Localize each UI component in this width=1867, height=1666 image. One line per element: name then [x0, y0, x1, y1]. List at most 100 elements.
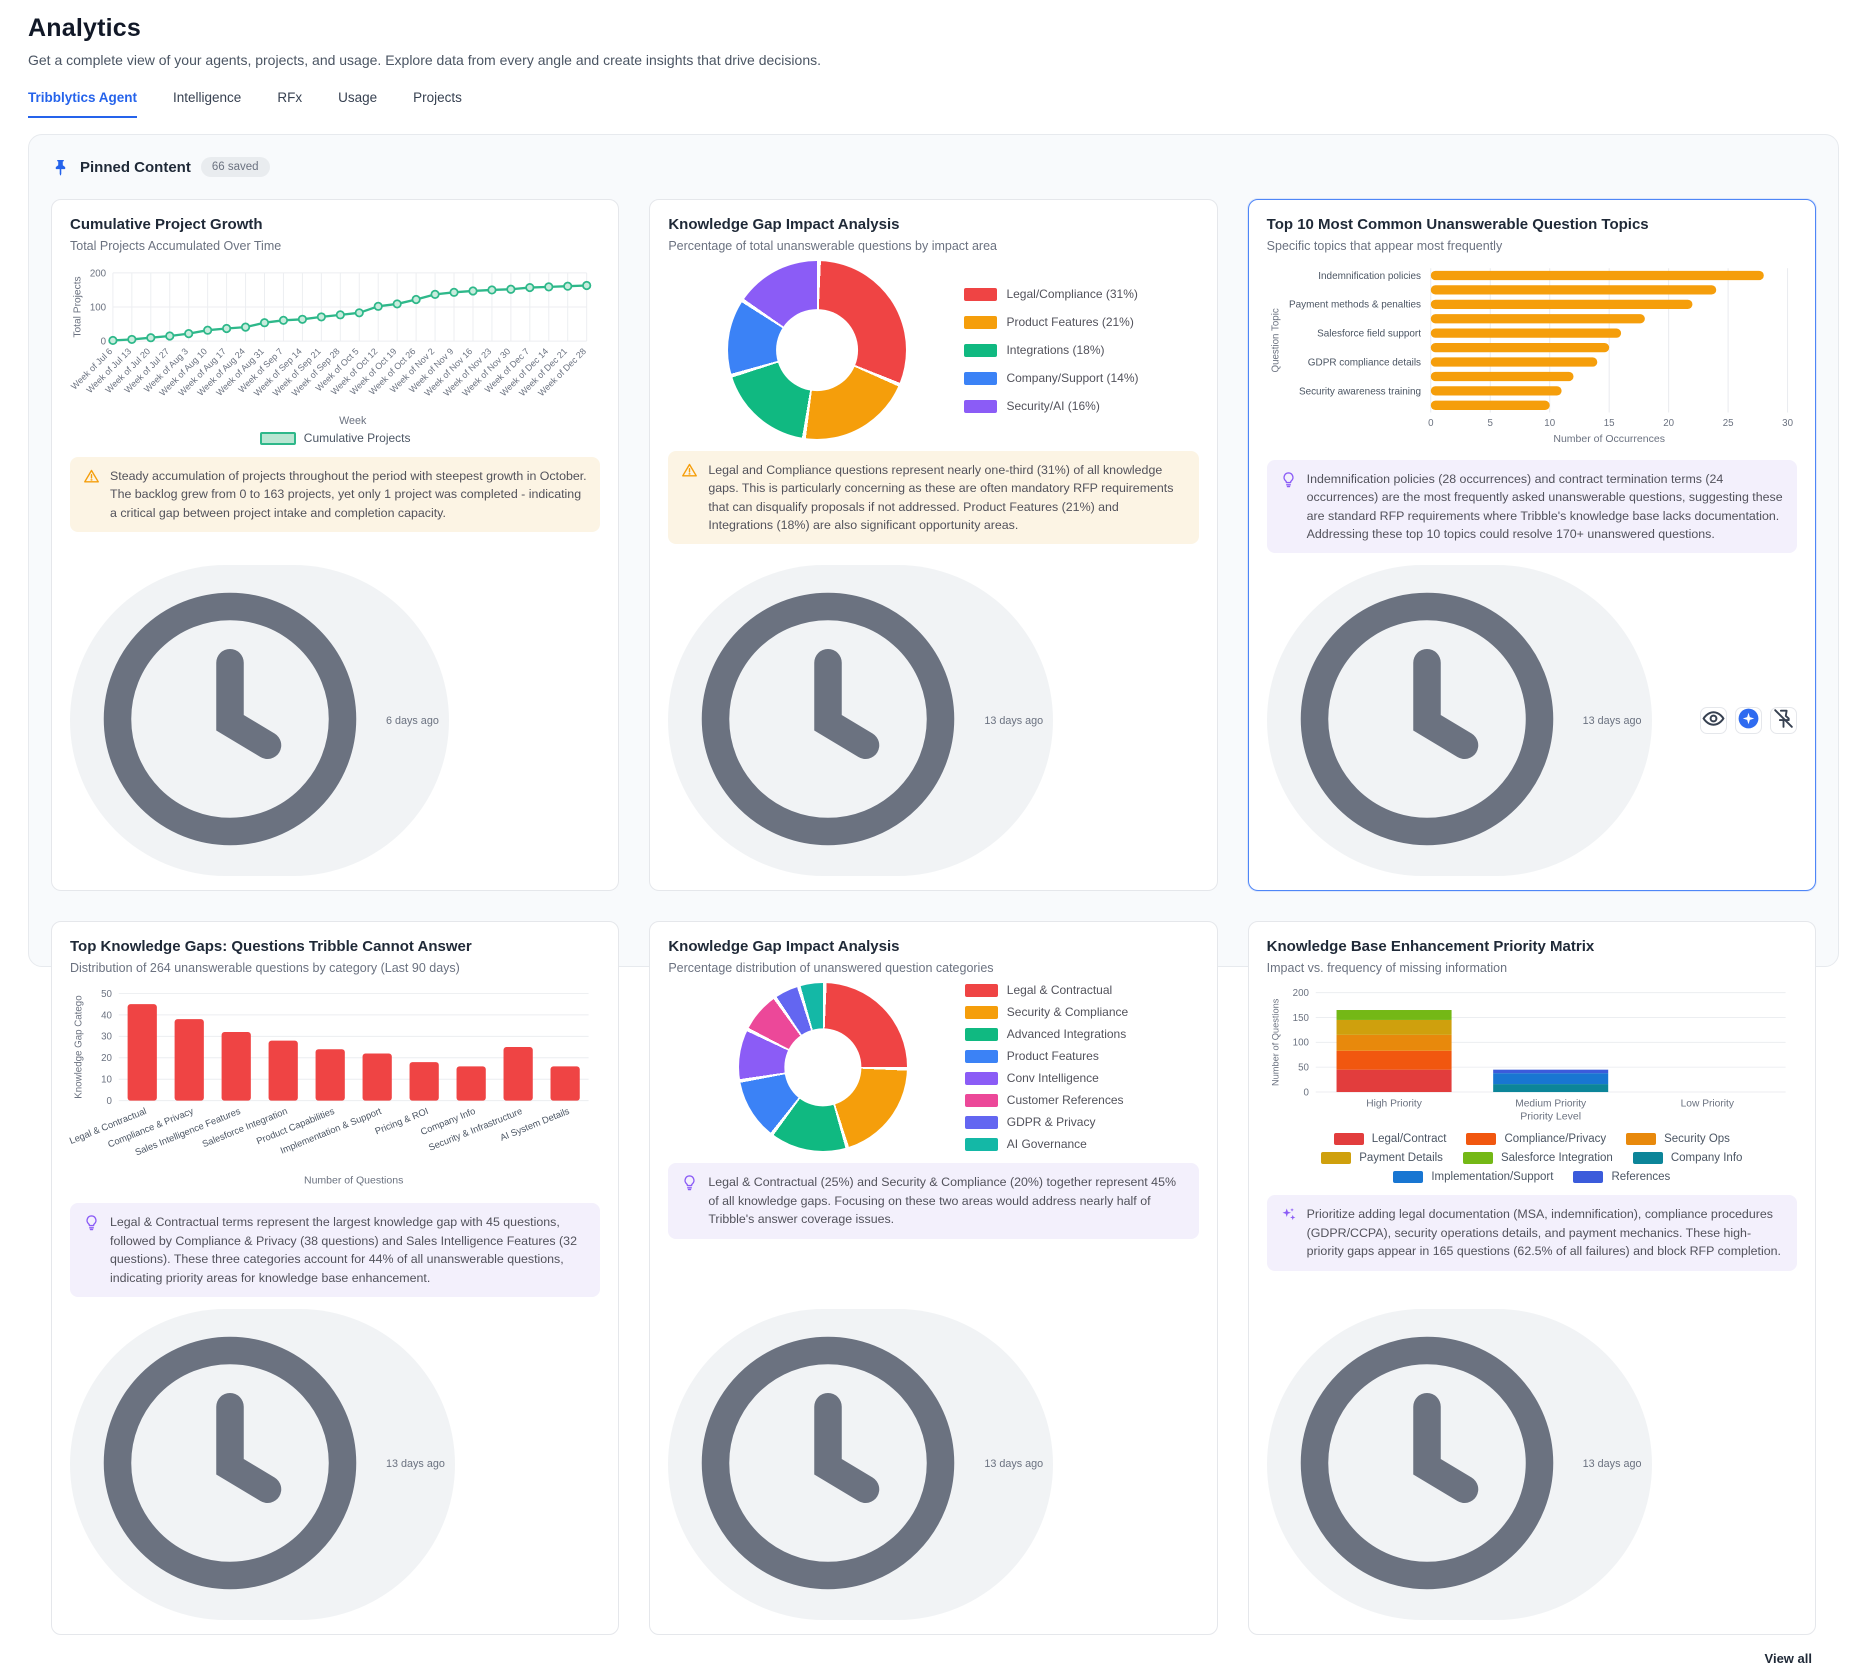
- tab-usage[interactable]: Usage: [338, 90, 378, 105]
- insight-box: Legal & Contractual (25%) and Security &…: [668, 1163, 1199, 1239]
- page-subtitle: Get a complete view of your agents, proj…: [28, 52, 821, 68]
- pinned-card-5[interactable]: Knowledge Gap Impact Analysis Percentage …: [649, 921, 1218, 1635]
- clock-icon: [80, 569, 380, 872]
- card-subtitle: Total Projects Accumulated Over Time: [70, 239, 282, 253]
- legend-swatch: [964, 1071, 998, 1085]
- legend-item: Compliance/Privacy: [1466, 1133, 1606, 1146]
- svg-text:200: 200: [1292, 988, 1309, 999]
- unpin-button[interactable]: [1769, 707, 1797, 735]
- card-chart: 0 100 200 Week of Jul 6 Week of Jul 13 Week o…: [69, 263, 600, 445]
- legend-swatch: [1321, 1152, 1352, 1165]
- ai-insight-button[interactable]: [1734, 706, 1762, 736]
- svg-text:20: 20: [1663, 418, 1674, 429]
- pinned-card-2[interactable]: Knowledge Gap Impact Analysis Percentage …: [649, 199, 1218, 892]
- legend-item: Implementation/Support: [1393, 1171, 1554, 1184]
- page-title: Analytics: [28, 14, 141, 42]
- card-subtitle: Percentage of total unanswerable questio…: [668, 239, 998, 253]
- legend-swatch: [964, 1005, 998, 1019]
- donut-hole: [784, 1028, 862, 1107]
- donut-legend: Legal/Compliance (31%) Product Features (…: [964, 287, 1139, 413]
- svg-text:15: 15: [1603, 418, 1614, 429]
- pinned-card-3[interactable]: Top 10 Most Common Unanswerable Question…: [1247, 199, 1816, 892]
- pinned-card-4[interactable]: Top Knowledge Gaps: Questions Tribble Ca…: [51, 921, 620, 1635]
- warning-triangle-icon: [681, 462, 698, 479]
- legend-label: Product Features: [1006, 1049, 1099, 1064]
- svg-text:Medium Priority: Medium Priority: [1515, 1099, 1587, 1110]
- legend-label: GDPR & Privacy: [1006, 1115, 1096, 1130]
- legend-swatch: [259, 431, 296, 445]
- insight-box: Indemnification policies (28 occurrences…: [1266, 460, 1797, 554]
- tab-intelligence[interactable]: Intelligence: [173, 90, 242, 105]
- legend-swatch: [1462, 1152, 1493, 1165]
- svg-text:Salesforce Integration: Salesforce Integration: [201, 1106, 289, 1149]
- svg-text:Indemnification policies: Indemnification policies: [1318, 271, 1421, 282]
- ai-sparkle-icon: [1736, 706, 1761, 736]
- insight-text: Steady accumulation of projects througho…: [110, 469, 587, 520]
- pinned-content-panel: Pinned Content 66 saved Cumulative Proje…: [28, 134, 1839, 1666]
- tab-projects[interactable]: Projects: [413, 90, 462, 105]
- legend-item: GDPR & Privacy: [964, 1115, 1128, 1130]
- legend-item: Conv Intelligence: [964, 1071, 1128, 1085]
- svg-text:0: 0: [101, 337, 107, 348]
- legend-item: Company/Support (14%): [964, 371, 1139, 385]
- card-subtitle: Percentage distribution of unanswered qu…: [668, 961, 994, 976]
- svg-text:Number of Questions: Number of Questions: [1270, 999, 1280, 1087]
- lightbulb-icon: [83, 1214, 100, 1231]
- legend-label: Customer References: [1006, 1093, 1124, 1108]
- card-footer: 13 days ago: [70, 1297, 600, 1620]
- svg-text:Payment methods & penalties: Payment methods & penalties: [1289, 300, 1421, 311]
- analytics-page: Analytics Get a complete view of your ag…: [28, 14, 1839, 1666]
- view-all-button[interactable]: View all: [1764, 1650, 1812, 1666]
- view-button[interactable]: [1699, 706, 1727, 736]
- timestamp-badge: 13 days ago: [1266, 565, 1652, 877]
- svg-text:100: 100: [1292, 1038, 1309, 1049]
- svg-text:10: 10: [101, 1075, 112, 1086]
- legend-item: Payment Details: [1321, 1152, 1443, 1165]
- svg-text:Total Projects: Total Projects: [73, 276, 84, 337]
- card-footer: 13 days ago: [1266, 553, 1797, 877]
- svg-text:Low Priority: Low Priority: [1680, 1099, 1734, 1110]
- view-all-row: View all: [51, 1635, 1816, 1666]
- legend-item: Salesforce Integration: [1462, 1152, 1613, 1165]
- svg-text:200: 200: [90, 268, 107, 279]
- card-chart: Indemnification policies Payment methods …: [1267, 263, 1797, 448]
- legend-item: Security & Compliance: [964, 1005, 1128, 1019]
- timestamp-badge: 13 days ago: [70, 1308, 455, 1620]
- insight-box: Legal and Compliance questions represent…: [668, 451, 1199, 545]
- insight-box: Prioritize adding legal documentation (M…: [1266, 1195, 1797, 1271]
- card-title: Cumulative Project Growth: [70, 216, 263, 233]
- insight-text: Indemnification policies (28 occurrences…: [1306, 472, 1783, 542]
- card-title: Knowledge Gap Impact Analysis: [668, 938, 900, 956]
- legend-item: Integrations (18%): [964, 343, 1138, 357]
- card-footer: 13 days ago: [1266, 1297, 1797, 1620]
- legend-swatch: [1393, 1171, 1424, 1184]
- legend-item: AI Governance: [964, 1137, 1128, 1151]
- svg-text:GDPR compliance details: GDPR compliance details: [1307, 357, 1420, 368]
- insight-text: Legal & Contractual terms represent the …: [110, 1215, 577, 1285]
- donut-ring: [738, 983, 907, 1152]
- legend-label: Salesforce Integration: [1500, 1152, 1613, 1165]
- svg-text:25: 25: [1722, 418, 1733, 429]
- legend-item: Legal/Contract: [1333, 1133, 1446, 1146]
- svg-text:150: 150: [1292, 1013, 1309, 1024]
- pinned-card-1[interactable]: Cumulative Project Growth Total Projects …: [51, 199, 620, 892]
- tab-rfx[interactable]: RFx: [277, 90, 303, 105]
- card-footer: 13 days ago: [668, 553, 1198, 877]
- legend-swatch: [1333, 1133, 1364, 1146]
- legend-item: Security Ops: [1626, 1133, 1730, 1146]
- eye-icon: [1701, 706, 1726, 736]
- pinned-card-6[interactable]: Knowledge Base Enhancement Priority Matr…: [1247, 921, 1816, 1635]
- svg-text:High Priority: High Priority: [1366, 1099, 1423, 1110]
- timestamp-label: 13 days ago: [1582, 714, 1642, 727]
- tab-tribblytics-agent[interactable]: Tribblytics Agent: [28, 90, 138, 118]
- svg-text:30: 30: [1782, 418, 1793, 429]
- timestamp-badge: 13 days ago: [668, 1308, 1054, 1620]
- legend-item: Product Features (21%): [964, 315, 1138, 329]
- legend-label: Implementation/Support: [1431, 1171, 1554, 1184]
- svg-text:Week: Week: [339, 415, 367, 427]
- donut-chart: Legal/Compliance (31%) Product Features (…: [668, 261, 1198, 439]
- legend-swatch: [964, 1027, 998, 1041]
- card-subtitle: Impact vs. frequency of missing informat…: [1266, 961, 1508, 976]
- legend-label: References: [1611, 1171, 1671, 1184]
